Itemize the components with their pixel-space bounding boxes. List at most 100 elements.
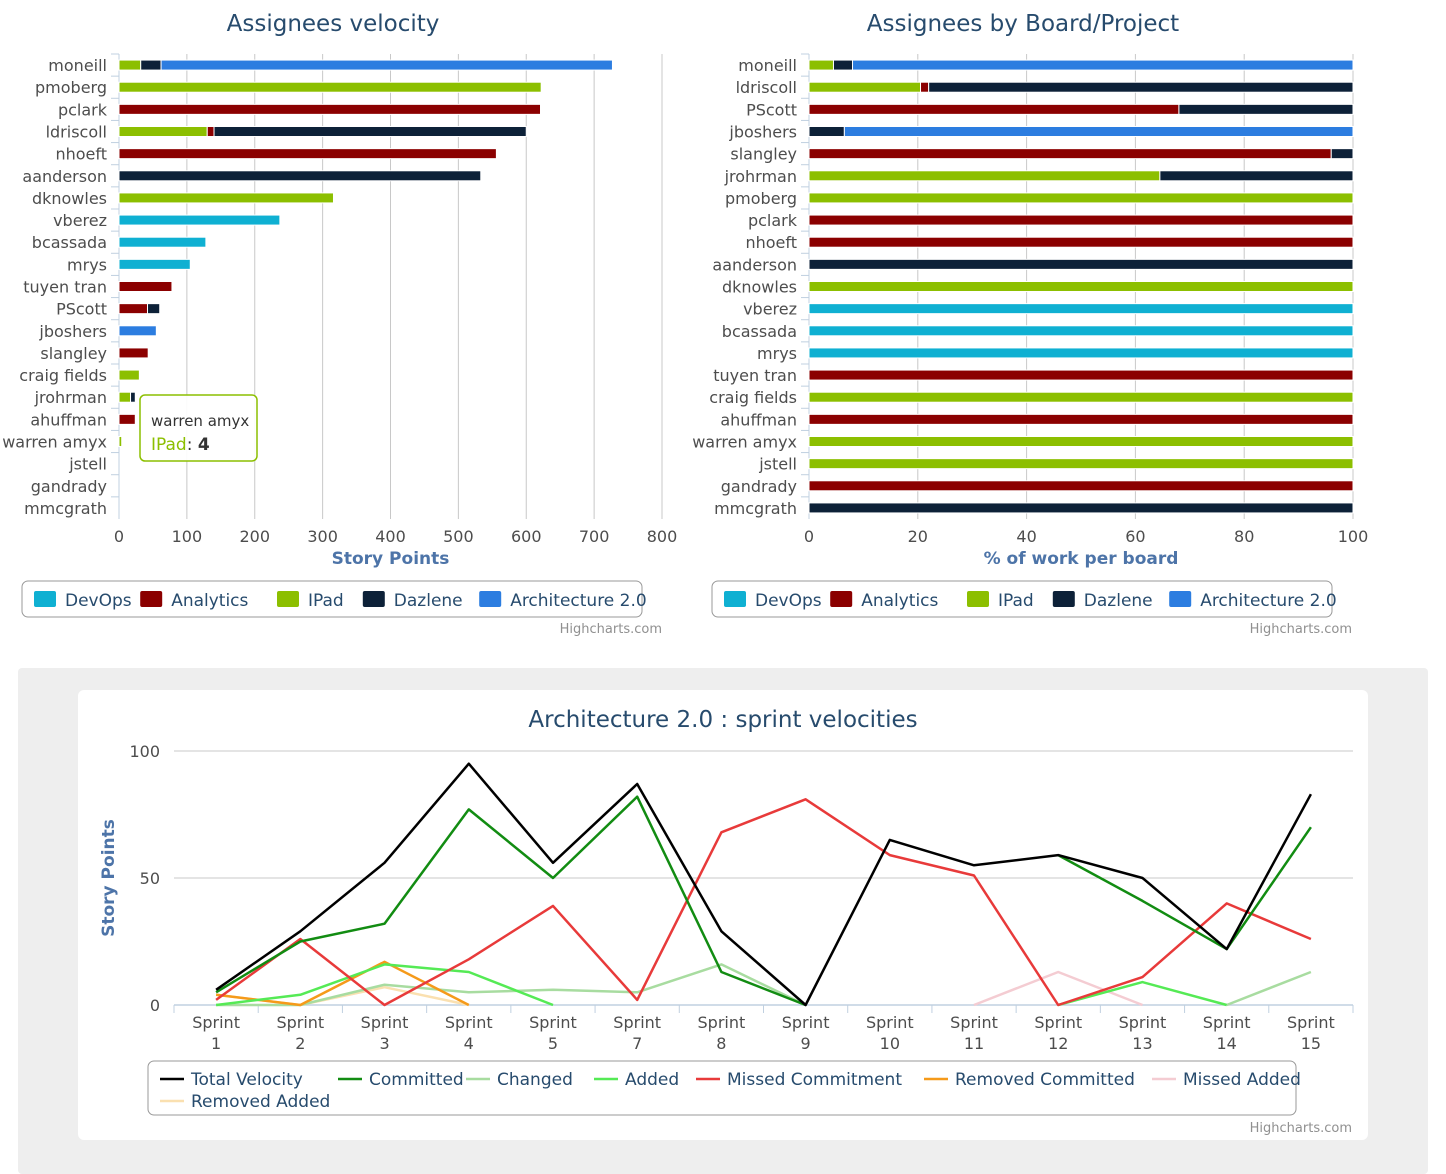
x-tick-number: 3 (379, 1034, 389, 1053)
bar-ahuffman-analytics (808, 413, 1354, 425)
bar-moneill-dazlene (832, 59, 854, 71)
bar-aanderson-dazlene (118, 170, 482, 182)
tooltip-box (139, 394, 258, 462)
bar-gandrady-analytics (808, 480, 1354, 492)
bar-pclark-analytics (118, 103, 542, 115)
category-label-warren-amyx: warren amyx (692, 433, 797, 452)
legend-swatch-architecture-2-0 (479, 591, 502, 607)
x-tick-number: 11 (964, 1034, 984, 1053)
bar-pmoberg-ipad (118, 81, 542, 93)
series-line-missed-commitment (215, 798, 1312, 1007)
category-label-pmoberg: pmoberg (725, 189, 797, 208)
series-line-added (215, 963, 1228, 1007)
x-tick-label-sprint-9: Sprint 9 (782, 1013, 830, 1053)
category-label-nhoeft: nhoeft (55, 145, 107, 164)
category-label-dknowles: dknowles (32, 189, 107, 208)
category-label-mrys: mrys (67, 255, 107, 274)
x-tick-label-sprint-11: Sprint 11 (950, 1013, 998, 1053)
category-label-pmoberg: pmoberg (35, 78, 107, 97)
category-label-jstell: jstell (758, 455, 797, 474)
bar-ldriscoll-dazlene (213, 126, 527, 137)
x-tick-word: Sprint (950, 1013, 998, 1032)
legend-box (147, 1060, 1297, 1116)
credits-link: Highcharts.com (560, 622, 662, 637)
bar-moneill-dazlene (140, 59, 162, 71)
legend-swatch-architecture-2-0 (1169, 591, 1192, 607)
legend-swatch-dazlene (1052, 591, 1075, 607)
value-tick-label: 700 (579, 527, 610, 546)
assignees-velocity-chart: Assignees velocity moneill pmoberg pclark ld… (0, 0, 690, 645)
x-tick-number: 2 (295, 1034, 305, 1053)
x-tick-word: Sprint (1203, 1013, 1251, 1032)
category-label-craig-fields: craig fields (709, 388, 797, 407)
category-label-slangley: slangley (730, 145, 797, 164)
x-tick-label-sprint-8: Sprint 8 (698, 1013, 746, 1053)
assignees-velocity-svg: Assignees velocity moneill pmoberg pclark ld… (2, 11, 678, 637)
category-label-pscott: PScott (56, 300, 107, 319)
legend-box (21, 580, 643, 618)
category-label-mmcgrath: mmcgrath (714, 499, 797, 518)
x-tick-label-sprint-2: Sprint 2 (276, 1013, 324, 1053)
tooltip-value: : (187, 435, 198, 455)
x-tick-word: Sprint (782, 1013, 830, 1032)
x-tick-label-sprint-13: Sprint 13 (1119, 1013, 1167, 1053)
bar-slangley-dazlene (1330, 148, 1354, 160)
x-tick-label-sprint-15: Sprint 15 (1287, 1013, 1335, 1053)
bar-ldriscoll-dazlene (928, 81, 1354, 93)
value-tick-label: 0 (804, 527, 814, 546)
legend-item-dazlene: Dazlene (1084, 591, 1153, 611)
x-tick-word: Sprint (445, 1013, 493, 1032)
bar-jrohrman-dazlene (1159, 170, 1354, 182)
value-tick-label: 80 (1234, 527, 1254, 546)
bar-mrys-devops (118, 258, 191, 270)
x-tick-label-sprint-14: Sprint 14 (1203, 1013, 1251, 1053)
y-tick-label: 50 (140, 869, 160, 888)
series-line-missed-added (973, 970, 1143, 1007)
x-tick-number: 4 (464, 1034, 474, 1053)
bar-mrys-devops (808, 347, 1354, 359)
category-label-ahuffman: ahuffman (30, 410, 107, 429)
category-label-warren-amyx: warren amyx (2, 433, 107, 452)
bar-dknowles-ipad (118, 192, 334, 204)
category-label-jrohrman: jrohrman (724, 167, 797, 186)
x-tick-word: Sprint (698, 1013, 746, 1032)
bar-warren-amyx-ipad (118, 436, 123, 447)
category-label-jstell: jstell (68, 455, 107, 474)
x-tick-label-sprint-4: Sprint 4 (445, 1013, 493, 1053)
y-axis-title: Story Points (99, 819, 119, 937)
sprint-velocities-svg: Architecture 2.0 : sprint velocities 0 50 1… (99, 707, 1354, 1136)
tooltip-name: warren amyx (151, 412, 249, 430)
category-label-dknowles: dknowles (722, 278, 797, 297)
value-tick-label: 800 (647, 527, 678, 546)
sprint-velocity-card: Architecture 2.0 : sprint velocities 0 50 1… (78, 690, 1368, 1140)
assignees-by-board-svg: Assignees by Board/Project moneill ldrisco… (692, 11, 1368, 637)
y-tick-label: 0 (150, 996, 160, 1015)
category-label-aanderson: aanderson (22, 167, 107, 186)
x-tick-number: 10 (880, 1034, 900, 1053)
category-label-mrys: mrys (757, 344, 797, 363)
x-tick-word: Sprint (613, 1013, 661, 1032)
x-tick-number: 5 (548, 1034, 558, 1053)
bar-pscott-dazlene (147, 303, 161, 315)
x-tick-number: 12 (1048, 1034, 1068, 1053)
bar-vberez-devops (808, 303, 1354, 315)
bar-moneill-ipad (808, 59, 834, 71)
x-tick-label-sprint-12: Sprint 12 (1034, 1013, 1082, 1053)
category-label-ldriscoll: ldriscoll (46, 123, 107, 142)
tooltip-number: 4 (198, 435, 210, 455)
credits-link: Highcharts.com (1250, 1121, 1352, 1136)
x-tick-number: 14 (1216, 1034, 1236, 1053)
bar-pscott-dazlene (1178, 103, 1354, 115)
series-line-total-velocity (215, 762, 1312, 1007)
x-tick-number: 1 (211, 1034, 221, 1053)
category-label-bcassada: bcassada (32, 233, 107, 252)
category-label-bcassada: bcassada (722, 322, 797, 341)
legend-box (711, 580, 1333, 618)
category-label-moneill: moneill (738, 56, 797, 75)
legend-swatch-dazlene (362, 591, 385, 607)
value-tick-label: 40 (1016, 527, 1036, 546)
legend-item-dazlene: Dazlene (394, 591, 463, 611)
x-tick-label-sprint-1: Sprint 1 (192, 1013, 240, 1053)
series-line-changed (216, 963, 1312, 1007)
legend-item-removed-added: Removed Added (191, 1092, 330, 1112)
